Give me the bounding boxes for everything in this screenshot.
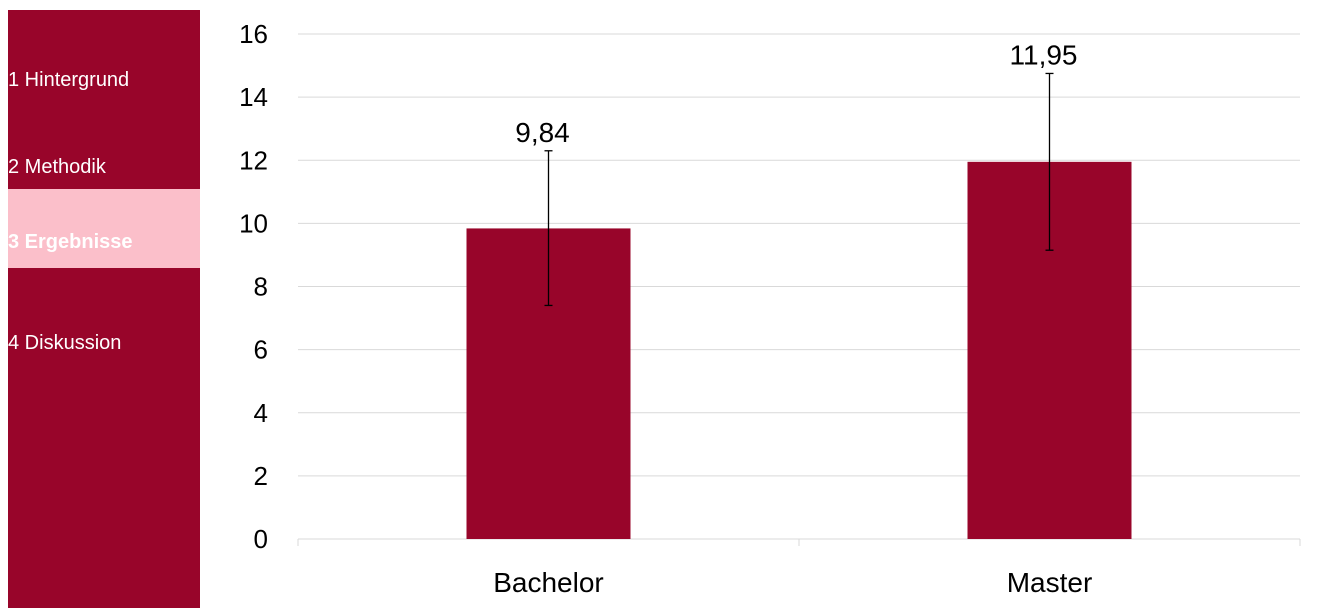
y-tick-label: 14 — [239, 82, 268, 112]
data-label: 9,84 — [515, 117, 570, 148]
x-tick-label: Master — [1007, 567, 1093, 598]
y-tick-label: 6 — [254, 335, 268, 365]
sidebar-nav: 1 Hintergrund 2 Methodik 3 Ergebnisse 4 … — [8, 10, 200, 608]
data-label: 11,95 — [1010, 39, 1078, 70]
x-tick-label: Bachelor — [493, 567, 604, 598]
y-tick-label: 12 — [239, 145, 268, 175]
y-tick-label: 0 — [254, 524, 268, 554]
sidebar-item-ergebnisse[interactable]: 3 Ergebnisse — [8, 189, 200, 268]
y-tick-label: 10 — [239, 208, 268, 238]
y-tick-label: 8 — [254, 272, 268, 302]
y-tick-label: 4 — [254, 398, 268, 428]
y-tick-label: 2 — [254, 461, 268, 491]
sidebar-item-diskussion[interactable]: 4 Diskussion — [8, 332, 122, 354]
y-tick-label: 16 — [239, 19, 268, 49]
sidebar-item-methodik[interactable]: 2 Methodik — [8, 156, 106, 178]
sidebar-item-hintergrund[interactable]: 1 Hintergrund — [8, 69, 130, 91]
